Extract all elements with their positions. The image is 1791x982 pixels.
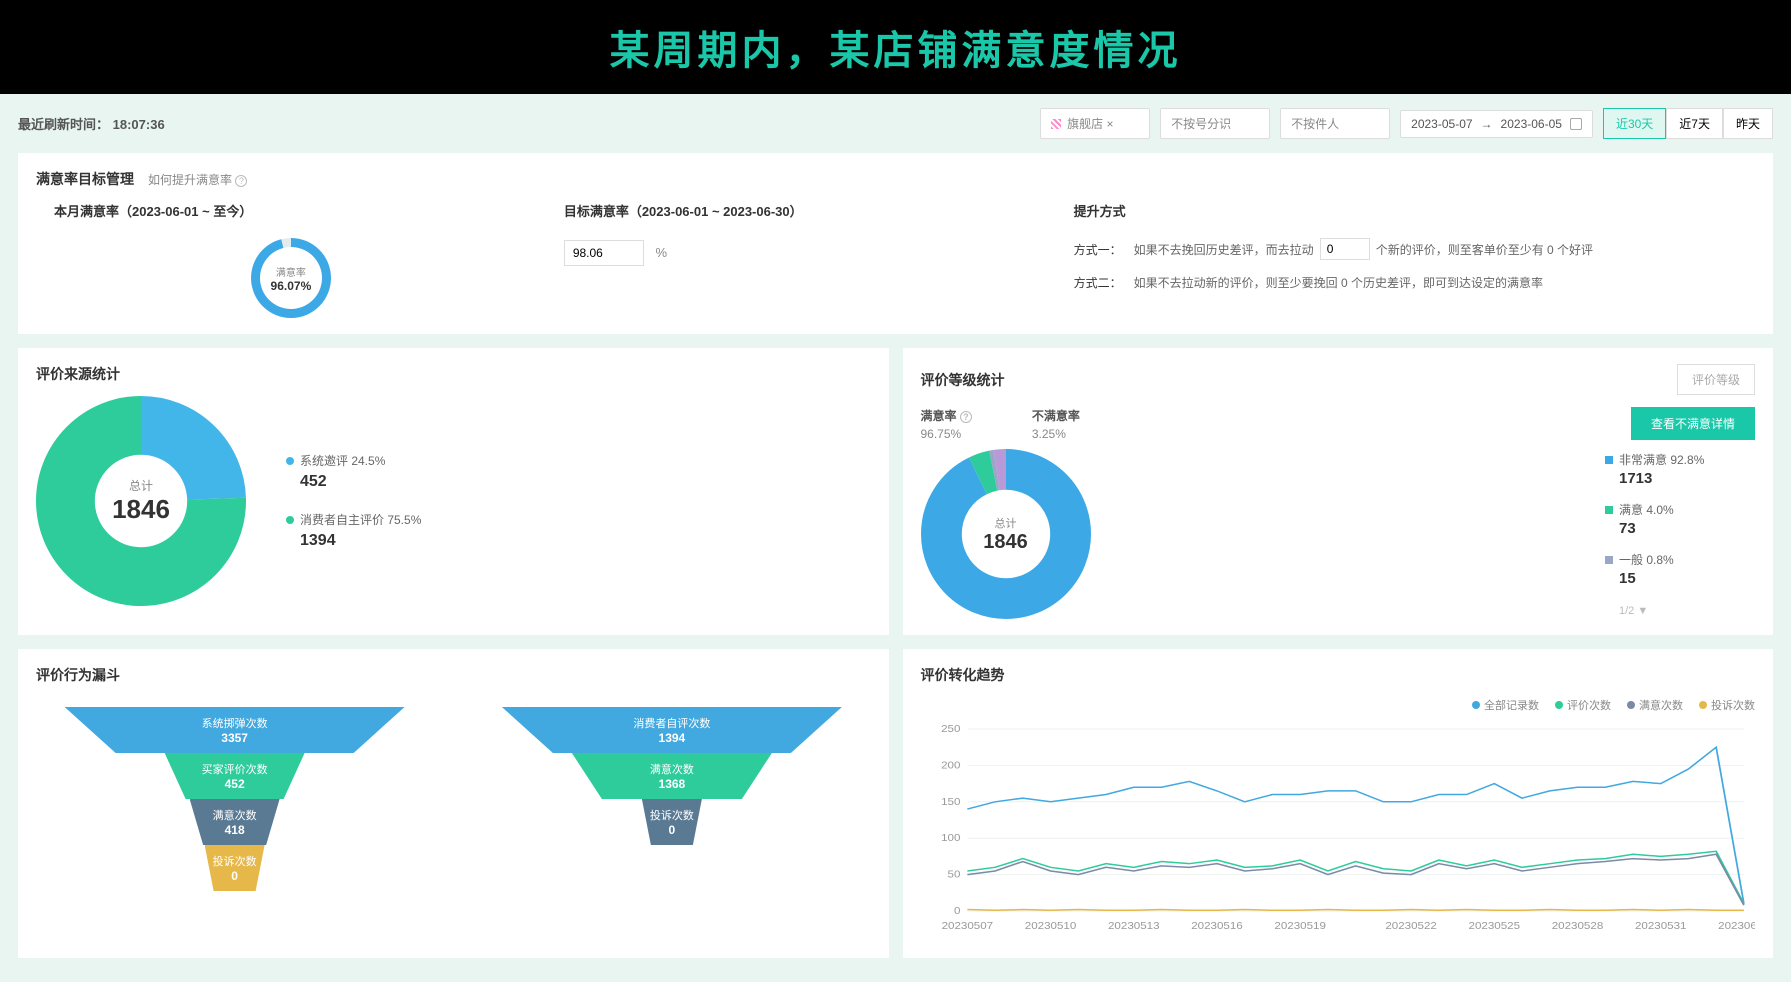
- unsat-label: 不满意率: [1032, 407, 1080, 424]
- legend-item: 一般 0.8%15: [1605, 551, 1755, 587]
- level-card: 评价等级统计 评价等级 满意率 ? 96.75% 不满意率 3.25%: [903, 348, 1774, 635]
- trend-title: 评价转化趋势: [921, 665, 1005, 685]
- refresh-label: 最近刷新时间： 18:07:36: [18, 114, 165, 133]
- svg-text:100: 100: [941, 833, 960, 844]
- target-input[interactable]: [564, 240, 644, 266]
- funnel-step: 系统掷弹次数3357: [65, 707, 405, 753]
- legend-item: 非常满意 92.8%1713: [1605, 451, 1755, 487]
- filter-2[interactable]: 不按件人: [1280, 108, 1390, 139]
- calendar-icon: [1570, 118, 1582, 130]
- level-title: 评价等级统计: [921, 370, 1005, 390]
- svg-text:20230603: 20230603: [1718, 921, 1755, 932]
- funnel-step: 消费者自评次数1394: [502, 707, 842, 753]
- trend-chart: 0 50 100 150 200 250 20230507 20230510 20230513 2…: [921, 719, 1756, 942]
- level-total-label: 总计: [995, 515, 1017, 531]
- trend-card: 评价转化趋势 全部记录数评价次数满意次数投诉次数 0 50 100 150 200 250…: [903, 649, 1774, 958]
- svg-text:20230507: 20230507: [941, 921, 993, 932]
- method-line-1: 方式一： 如果不去挽回历史差评，而去拉动 个新的评价，则至客单价至少有 0 个好…: [1074, 238, 1737, 260]
- legend-item: 系统邀评 24.5%452: [286, 452, 421, 491]
- target-suffix: %: [655, 245, 667, 260]
- gauge-label: 满意率: [276, 264, 306, 279]
- info-icon: ?: [235, 175, 247, 187]
- svg-text:20230531: 20230531: [1634, 921, 1686, 932]
- gauge-value: 96.07%: [271, 279, 312, 293]
- source-donut: 总计 1846: [36, 396, 246, 606]
- method-1-input[interactable]: [1320, 238, 1370, 260]
- range-btn-1[interactable]: 近7天: [1666, 108, 1723, 139]
- legend-pager[interactable]: 1/2 ▼: [1605, 605, 1755, 617]
- sat-label: 满意率 ?: [921, 407, 972, 424]
- svg-text:20230522: 20230522: [1385, 921, 1437, 932]
- svg-text:20230525: 20230525: [1468, 921, 1520, 932]
- svg-text:20230513: 20230513: [1108, 921, 1160, 932]
- range-buttons: 近30天近7天昨天: [1603, 108, 1773, 139]
- funnel-left: 系统掷弹次数3357买家评价次数452满意次数418投诉次数0: [65, 707, 405, 891]
- trend-legend: 全部记录数评价次数满意次数投诉次数: [921, 697, 1756, 713]
- funnel-step: 满意次数418: [190, 799, 280, 845]
- goal-title: 满意率目标管理: [36, 169, 134, 189]
- svg-text:250: 250: [941, 724, 960, 735]
- level-legend: 非常满意 92.8%1713 满意 4.0%73 一般 0.8%15 1/2 ▼: [1605, 451, 1755, 617]
- page-banner: 某周期内，某店铺满意度情况: [0, 0, 1791, 94]
- svg-text:20230528: 20230528: [1551, 921, 1603, 932]
- level-total: 1846: [983, 531, 1028, 554]
- svg-text:50: 50: [947, 869, 960, 880]
- trend-legend-item: 评价次数: [1555, 697, 1611, 713]
- source-legend: 系统邀评 24.5%452 消费者自主评价 75.5%1394: [286, 452, 421, 550]
- funnel-step: 投诉次数0: [205, 845, 265, 891]
- info-icon: ?: [960, 411, 972, 423]
- svg-text:150: 150: [941, 796, 960, 807]
- svg-text:20230510: 20230510: [1024, 921, 1076, 932]
- date-range-picker[interactable]: 2023-05-07 → 2023-06-05: [1400, 110, 1593, 138]
- funnel-right: 消费者自评次数1394满意次数1368投诉次数0: [502, 707, 842, 891]
- svg-text:0: 0: [953, 906, 959, 917]
- view-unsat-button[interactable]: 查看不满意详情: [1631, 407, 1755, 440]
- source-total-label: 总计: [129, 477, 153, 494]
- source-total: 1846: [112, 494, 170, 525]
- target-rate-heading: 目标满意率（2023-06-01 ~ 2023-06-30）: [564, 201, 1038, 220]
- funnel-step: 投诉次数0: [642, 799, 702, 845]
- svg-text:20230516: 20230516: [1191, 921, 1243, 932]
- funnel-card: 评价行为漏斗 系统掷弹次数3357买家评价次数452满意次数418投诉次数0 消…: [18, 649, 889, 958]
- svg-text:200: 200: [941, 760, 960, 771]
- legend-item: 满意 4.0%73: [1605, 501, 1755, 537]
- shop-selector[interactable]: 旗舰店 ×: [1040, 108, 1150, 139]
- trend-legend-item: 投诉次数: [1699, 697, 1755, 713]
- funnel-step: 满意次数1368: [572, 753, 772, 799]
- goal-subtitle[interactable]: 如何提升满意率 ?: [148, 171, 247, 188]
- goal-card: 满意率目标管理 如何提升满意率 ? 本月满意率（2023-06-01 ~ 至今）…: [18, 153, 1773, 334]
- funnel-step: 买家评价次数452: [165, 753, 305, 799]
- unsat-value: 3.25%: [1032, 427, 1080, 441]
- month-rate-heading: 本月满意率（2023-06-01 ~ 至今）: [54, 201, 528, 220]
- funnel-title: 评价行为漏斗: [36, 665, 120, 685]
- filter-1[interactable]: 不按号分识: [1160, 108, 1270, 139]
- level-donut: 总计 1846: [921, 449, 1091, 619]
- range-btn-0[interactable]: 近30天: [1603, 108, 1666, 139]
- legend-item: 消费者自主评价 75.5%1394: [286, 511, 421, 550]
- month-gauge: 满意率 96.07%: [251, 238, 331, 318]
- method-heading: 提升方式: [1074, 201, 1737, 220]
- svg-text:20230519: 20230519: [1274, 921, 1326, 932]
- source-card: 评价来源统计 总计 1846 系统邀评 24.5%452 消费者自主评价 75.5…: [18, 348, 889, 635]
- range-btn-2[interactable]: 昨天: [1723, 108, 1773, 139]
- source-title: 评价来源统计: [36, 364, 120, 384]
- sat-value: 96.75%: [921, 427, 972, 441]
- level-grade-button[interactable]: 评价等级: [1677, 364, 1755, 395]
- topbar: 最近刷新时间： 18:07:36 旗舰店 × 不按号分识 不按件人 2023-0…: [18, 94, 1773, 153]
- trend-legend-item: 满意次数: [1627, 697, 1683, 713]
- trend-legend-item: 全部记录数: [1472, 697, 1539, 713]
- method-line-2: 方式二： 如果不去拉动新的评价，则至少要挽回 0 个历史差评，即可到达设定的满意…: [1074, 274, 1737, 291]
